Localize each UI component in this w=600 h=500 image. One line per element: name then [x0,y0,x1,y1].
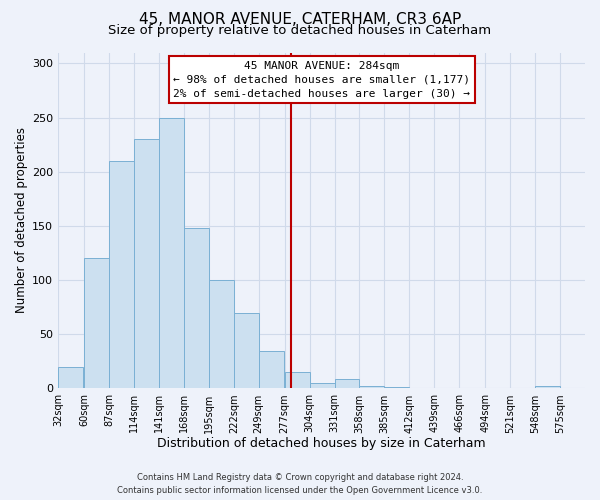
Text: 45 MANOR AVENUE: 284sqm
← 98% of detached houses are smaller (1,177)
2% of semi-: 45 MANOR AVENUE: 284sqm ← 98% of detache… [173,60,470,98]
Text: Contains HM Land Registry data © Crown copyright and database right 2024.
Contai: Contains HM Land Registry data © Crown c… [118,473,482,495]
Bar [535,386,560,388]
Bar [209,280,234,388]
Bar [359,386,385,388]
Bar [310,383,335,388]
X-axis label: Distribution of detached houses by size in Caterham: Distribution of detached houses by size … [157,437,486,450]
Bar [284,372,310,388]
Bar [184,228,209,388]
Bar [109,161,134,388]
Bar [159,118,184,388]
Bar [58,367,83,388]
Bar [259,350,284,389]
Bar [134,139,159,388]
Y-axis label: Number of detached properties: Number of detached properties [15,128,28,314]
Text: 45, MANOR AVENUE, CATERHAM, CR3 6AP: 45, MANOR AVENUE, CATERHAM, CR3 6AP [139,12,461,28]
Bar [335,378,359,388]
Text: Size of property relative to detached houses in Caterham: Size of property relative to detached ho… [109,24,491,37]
Bar [234,312,259,388]
Bar [84,258,109,388]
